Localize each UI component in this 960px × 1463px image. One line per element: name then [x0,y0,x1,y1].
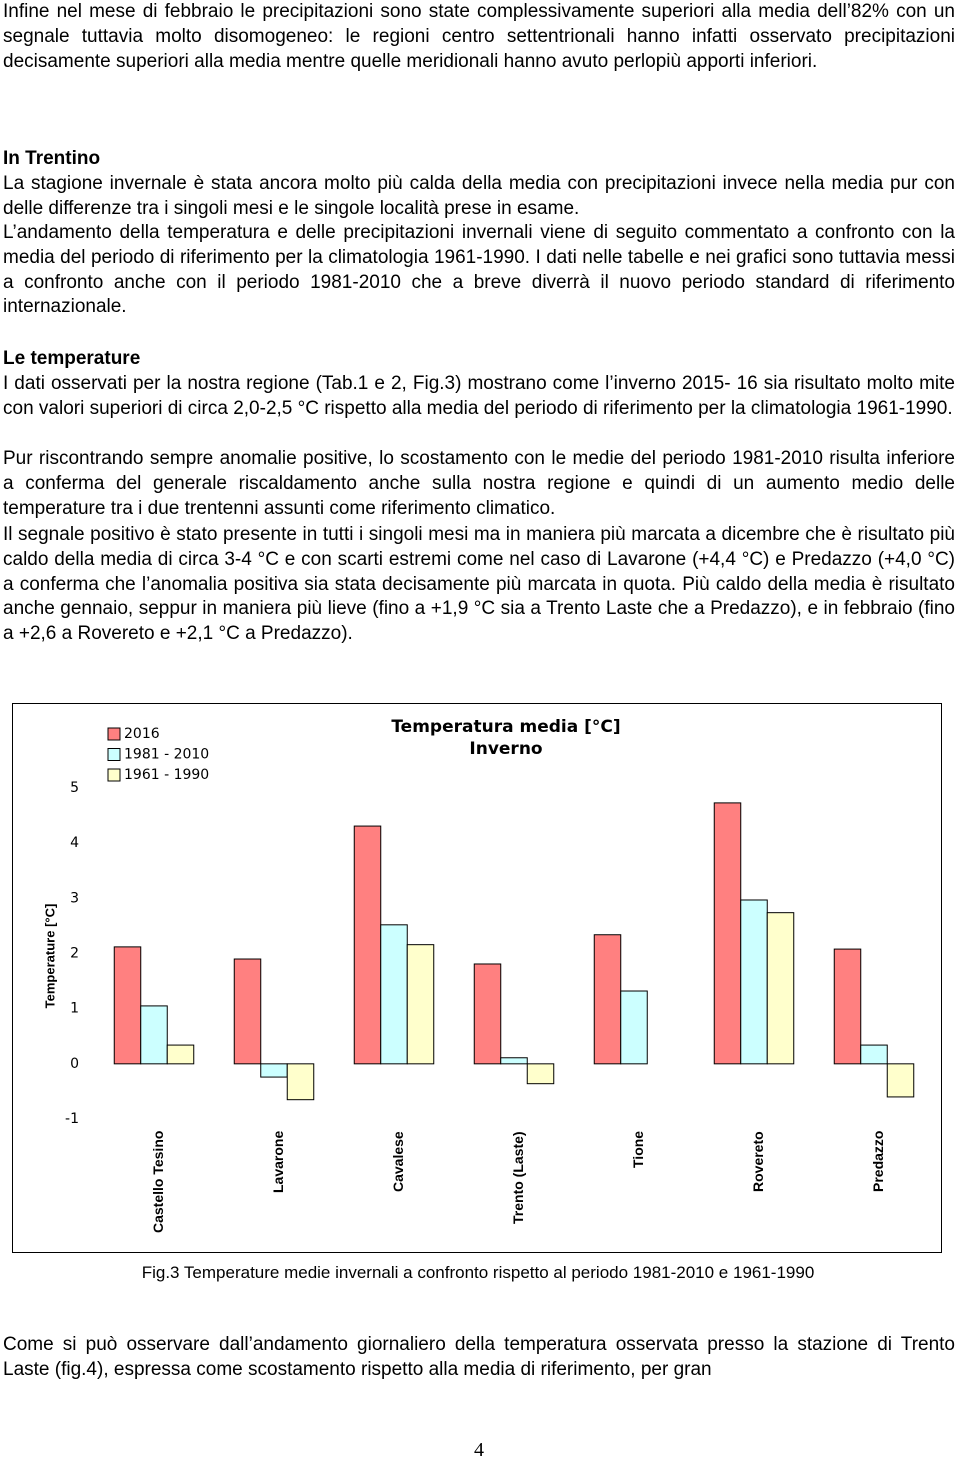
legend-label: 1961 - 1990 [124,767,209,783]
legend-swatch [107,748,121,761]
bar [353,825,382,1065]
legend-swatch [107,727,121,741]
paragraph: I dati osservati per la nostra regione (… [3,373,955,419]
bar [500,1057,528,1065]
x-tick-label: Predazzo [870,1131,886,1193]
bar [113,946,142,1065]
bar [260,1063,288,1078]
bar [713,802,742,1065]
bar [166,1044,195,1065]
x-tick-label: Tione [630,1131,646,1169]
chart: -1 0 1 2 3 4 5 Temperature [°C] 2016 1981 - 2010 1… [12,703,942,1253]
bar [473,963,502,1065]
heading: Le temperature [3,348,141,369]
legend-label: 1981 - 2010 [124,747,209,763]
paragraph: La stagione invernale è stata ancora mol… [3,173,955,219]
bar [286,1063,315,1101]
legend-swatch [107,768,121,782]
bar [833,948,862,1065]
heading: In Trentino [3,148,101,169]
y-axis-label: Temperature [°C] [42,904,57,1009]
bar [406,944,435,1065]
y-tick-label: 0 [70,1056,79,1072]
bar [766,912,795,1065]
paragraph: Pur riscontrando sempre anomalie positiv… [3,448,955,519]
bar [860,1044,888,1065]
caption: Fig.3 Temperature medie invernali a conf… [141,1263,815,1282]
y-tick-label: 4 [70,835,79,851]
bar [380,924,408,1065]
bar [233,958,262,1065]
paragraph: Come si può osservare dall’andamento gio… [3,1334,955,1380]
paragraph: Il segnale positivo è stato presente in … [3,524,955,645]
legend-label: 2016 [124,726,160,742]
bar [886,1063,915,1098]
bar [620,990,648,1065]
bar [740,899,768,1065]
page-number: 4 [474,1439,484,1461]
x-tick-label: Lavarone [270,1131,286,1194]
x-tick-label: Castello Tesino [150,1131,166,1234]
x-tick-label: Trento (Laste) [510,1131,526,1224]
bar [526,1063,555,1085]
y-tick-label: 5 [70,780,79,796]
paragraph: Infine nel mese di febbraio le precipita… [3,1,955,72]
bar [593,934,622,1065]
bar [140,1005,168,1065]
x-tick-label: Cavalese [390,1131,406,1192]
y-tick-label: 2 [70,946,79,962]
paragraph: L’andamento della temperatura e delle pr… [3,222,955,318]
x-tick-label: Rovereto [750,1131,766,1192]
y-tick-label: -1 [65,1111,79,1127]
y-tick-label: 3 [70,890,79,906]
chart-title: Temperatura media [°C] Inverno [391,717,621,759]
y-tick-label: 1 [70,1001,79,1017]
chart-svg: -1 0 1 2 3 4 5 Temperature [°C] 2016 1981 - 2010 1… [42,726,915,1127]
